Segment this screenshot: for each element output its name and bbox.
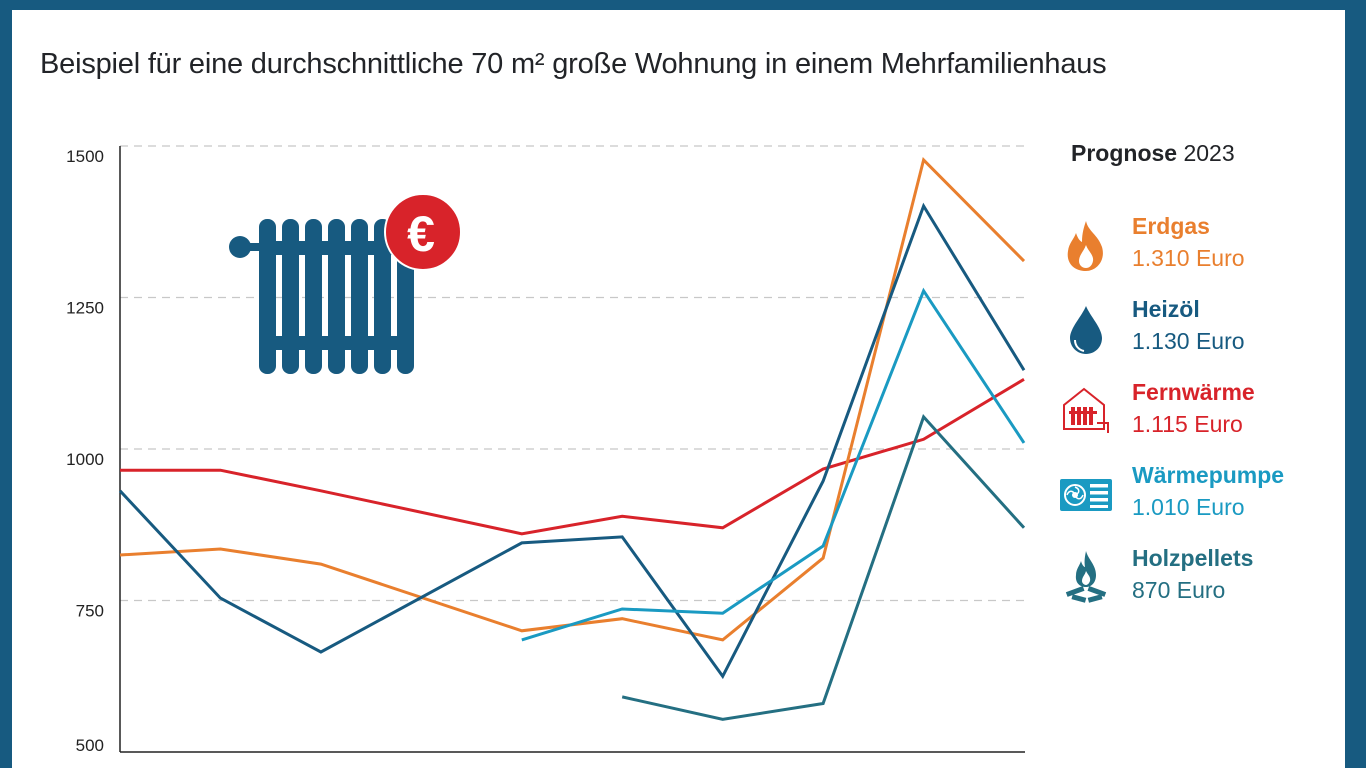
legend-name: Wärmepumpe: [1132, 462, 1285, 488]
y-tick-label: 1000: [66, 450, 104, 469]
legend-item-holzpellets: Holzpellets 870 Euro: [1058, 545, 1338, 605]
infographic-panel: [12, 10, 1345, 768]
series-line-holzpellets: [621, 414, 1026, 721]
legend-name: Holzpellets: [1132, 545, 1254, 571]
euro-badge: [384, 193, 462, 271]
heat-pump-icon: [1060, 479, 1112, 511]
legend-name: Heizöl: [1132, 296, 1200, 322]
legend-value: 1.310 Euro: [1132, 245, 1245, 271]
legend-value: 1.115 Euro: [1132, 411, 1243, 437]
oil-drop-icon: [1070, 306, 1102, 354]
gridlines: [120, 145, 1025, 602]
legend-heading: Prognose 2023: [1071, 140, 1338, 167]
legend-name: Erdgas: [1132, 213, 1210, 239]
series-lines: [118, 156, 1026, 721]
y-tick-label: 750: [76, 602, 104, 621]
legend-heading-bold: Prognose: [1071, 140, 1178, 166]
legend-name: Fernwärme: [1132, 379, 1255, 405]
y-tick-label: 1250: [66, 299, 104, 318]
series-line-erdgas: [119, 156, 1026, 642]
legend-item-waermepumpe: Wärmepumpe 1.010 Euro: [1058, 462, 1338, 522]
y-tick-label: 1500: [66, 147, 104, 166]
y-tick-label: 500: [76, 736, 104, 755]
legend-value: 1.130 Euro: [1132, 328, 1245, 354]
campfire-icon: [1065, 551, 1107, 603]
legend-heading-year: 2023: [1183, 140, 1235, 166]
euro-symbol: €: [407, 206, 435, 262]
chart-title: Beispiel für eine durchschnittliche 70 m…: [40, 48, 1107, 80]
series-line-heizöl: [118, 202, 1026, 680]
legend-value: 1.010 Euro: [1132, 494, 1245, 520]
legend-item-heizoel: Heizöl 1.130 Euro: [1058, 296, 1338, 356]
legend-item-fernwaerme: Fernwärme 1.115 Euro: [1058, 379, 1338, 439]
district-heating-icon: [1063, 387, 1109, 433]
legend-value: 870 Euro: [1132, 577, 1226, 603]
legend: Prognose 2023 Erdgas 1.310 Euro Heizöl 1…: [1058, 140, 1338, 603]
radiator-euro-icon: €: [229, 193, 462, 374]
series-line-wärmepumpe: [521, 287, 1026, 642]
flame-icon: [1067, 221, 1103, 271]
series-line-fernwärme: [120, 378, 1025, 536]
y-axis-ticks: 500 750 1000 1250 1500: [66, 147, 104, 755]
legend-item-erdgas: Erdgas 1.310 Euro: [1058, 213, 1338, 273]
